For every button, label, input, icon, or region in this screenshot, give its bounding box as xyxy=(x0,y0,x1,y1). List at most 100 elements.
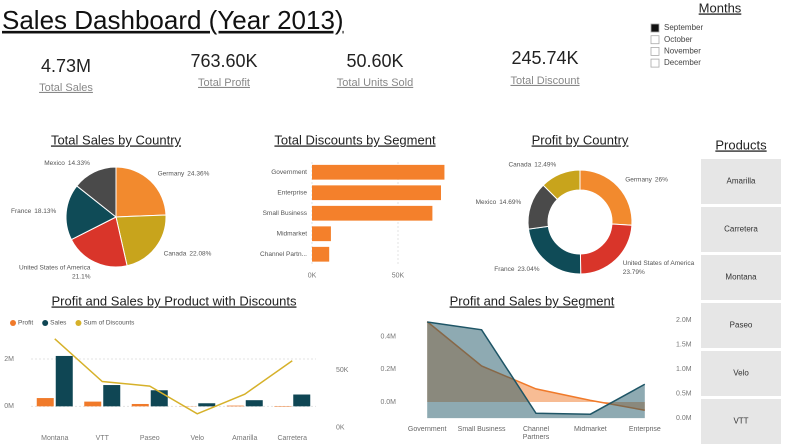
y-tick-label: 0.4M xyxy=(380,333,396,340)
legend-label: Sales xyxy=(50,320,67,327)
product-tile[interactable]: Velo xyxy=(701,351,781,396)
kpi-value: 245.74K xyxy=(511,48,578,68)
bar xyxy=(312,164,445,180)
y-tick-label: Enterprise xyxy=(277,189,307,196)
bar xyxy=(312,226,331,242)
slice-label: Mexico 14.33% xyxy=(44,160,90,167)
slice-category: Canada xyxy=(164,250,187,257)
product-tile[interactable]: VTT xyxy=(701,399,781,444)
donut-slice xyxy=(542,169,581,201)
tile-background[interactable] xyxy=(701,399,781,444)
slice-category: Mexico xyxy=(44,160,65,167)
product-label[interactable]: VTT xyxy=(733,417,748,426)
y2-tick-label: 50K xyxy=(336,367,349,374)
x-tick-wrap: Small Business xyxy=(458,426,506,433)
slice-category: France xyxy=(494,266,515,273)
slice-category: Canada xyxy=(508,161,531,168)
slice-category: United States of America xyxy=(623,260,695,267)
x-tick-label: Amarilla xyxy=(232,435,257,442)
y-tick-label: Small Business xyxy=(263,210,308,217)
slice-value: 23.79% xyxy=(623,269,645,276)
slice-label: United States of America 21.1% xyxy=(19,264,91,280)
chart-title: Total Discounts by Segment xyxy=(274,132,436,147)
x-tick-wrap: Enterprise xyxy=(628,426,661,433)
bar xyxy=(312,185,441,201)
y-tick-label: Midmarket xyxy=(277,230,308,237)
slice-value: 22.08% xyxy=(189,250,211,257)
checkbox[interactable] xyxy=(650,23,660,33)
y2-tick-label: 0.0M xyxy=(676,415,692,422)
slice-label: United States of America 23.79% xyxy=(623,260,695,276)
x-tick-label: Carretera xyxy=(277,435,307,442)
x-tick-label: Paseo xyxy=(140,435,160,442)
pie-slice xyxy=(76,166,117,219)
pie-slice xyxy=(115,214,167,267)
donut-slice xyxy=(579,169,633,226)
slice-value: 14.69% xyxy=(499,199,521,206)
month-option[interactable]: November xyxy=(650,47,701,56)
bar xyxy=(36,398,54,407)
month-label[interactable]: November xyxy=(664,47,701,56)
slice-value: 12.49% xyxy=(534,161,556,168)
bar xyxy=(55,355,73,407)
month-label[interactable]: December xyxy=(664,58,701,67)
slice-value: 18.13% xyxy=(34,208,56,215)
x-tick-label: Montana xyxy=(41,435,68,442)
product-label[interactable]: Montana xyxy=(725,273,757,282)
product-tile[interactable]: Montana xyxy=(701,255,781,300)
x-tick-label: Enterprise xyxy=(628,426,661,433)
bar xyxy=(245,400,263,407)
product-label[interactable]: Amarilla xyxy=(727,177,756,186)
dashboard-title: Sales Dashboard (Year 2013) xyxy=(2,5,344,35)
y-tick-label: 0M xyxy=(4,403,14,410)
slice-label: Canada 22.08% xyxy=(164,250,212,257)
product-label[interactable]: Velo xyxy=(733,369,749,378)
kpi-value: 763.60K xyxy=(190,51,257,71)
month-option[interactable]: December xyxy=(650,58,701,68)
x-tick-label: 0K xyxy=(308,272,317,279)
product-tile[interactable]: Amarilla xyxy=(701,159,781,204)
tile-background[interactable] xyxy=(701,159,781,204)
chart-title: Profit and Sales by Product with Discoun… xyxy=(52,293,297,308)
y2-tick-label: 1.5M xyxy=(676,341,692,348)
chart-title: Total Sales by Country xyxy=(51,132,182,147)
kpi-value: 50.60K xyxy=(346,51,403,71)
product-tile[interactable]: Carretera xyxy=(701,207,781,252)
kpi-label: Total Discount xyxy=(510,75,579,87)
x-tick-label: Velo xyxy=(190,435,204,442)
pie-slice xyxy=(65,185,117,241)
legend-swatch xyxy=(75,320,82,326)
legend-swatch xyxy=(42,320,49,326)
month-option[interactable]: October xyxy=(650,35,693,45)
slicer-title: Months xyxy=(699,0,742,15)
pie-slice xyxy=(70,216,128,268)
month-label[interactable]: September xyxy=(664,23,703,32)
bar xyxy=(131,403,149,407)
area-fill xyxy=(427,321,645,419)
month-label[interactable]: October xyxy=(664,35,693,44)
chart-title: Profit by Country xyxy=(532,132,629,147)
kpi-value: 4.73M xyxy=(41,56,91,76)
x-tick-wrap: Midmarket xyxy=(574,426,607,433)
tile-background[interactable] xyxy=(701,351,781,396)
tile-background[interactable] xyxy=(701,207,781,252)
product-label[interactable]: Carretera xyxy=(724,225,758,234)
checkbox[interactable] xyxy=(650,47,660,56)
product-tile[interactable]: Paseo xyxy=(701,303,781,348)
bar xyxy=(312,246,330,262)
tile-background[interactable] xyxy=(701,255,781,300)
x-tick-label: Government xyxy=(407,426,447,433)
tile-background[interactable] xyxy=(701,303,781,348)
kpi-label: Total Sales xyxy=(39,82,93,94)
y-tick-label: Government xyxy=(271,169,307,176)
y-tick-label: 0.0M xyxy=(380,399,396,406)
area-line xyxy=(427,321,646,415)
product-label[interactable]: Paseo xyxy=(730,321,753,330)
pie-slice xyxy=(115,166,167,218)
y2-tick-label: 0K xyxy=(336,425,345,432)
checkbox[interactable] xyxy=(650,35,660,45)
checkbox[interactable] xyxy=(650,58,660,68)
month-option[interactable]: September xyxy=(650,23,703,33)
